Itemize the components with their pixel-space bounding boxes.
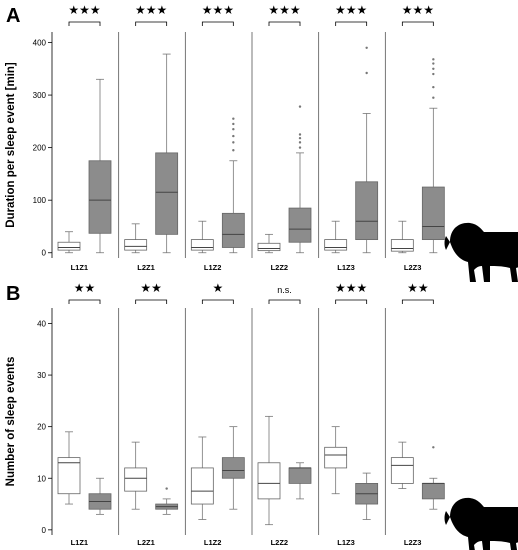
significance-bracket (335, 299, 368, 304)
significance-bracket (401, 21, 434, 26)
outlier-point (298, 146, 302, 149)
outlier-point (298, 105, 302, 108)
significance-bracket (335, 21, 368, 26)
significance-bracket (268, 21, 301, 26)
box-grey (421, 186, 445, 241)
significance-bracket (68, 21, 101, 26)
x-tick-label: L2Z2 (271, 263, 289, 272)
x-tick-label: L2Z3 (404, 538, 422, 547)
outlier-point (432, 85, 435, 89)
outlier-point (365, 71, 368, 75)
panel-a: A Duration per sleep event [min] 0 100 200 30… (5, 3, 445, 272)
y-axis-label: Duration per sleep event [min] (5, 62, 17, 228)
box-white (324, 446, 348, 469)
significance-marker: ★★ (407, 281, 429, 295)
outlier-point (232, 128, 235, 131)
box-white (190, 239, 214, 251)
x-tick-label: L1Z3 (337, 263, 355, 272)
significance-marker: ★★★ (135, 3, 167, 17)
outlier-point (432, 96, 435, 99)
box-grey (288, 467, 312, 484)
box-grey (288, 207, 312, 243)
box-white (124, 467, 148, 492)
significance-marker: ★★★ (268, 3, 300, 17)
box-grey (221, 457, 245, 479)
y-tick-label: 0 (42, 249, 47, 258)
x-tick-label: L1Z3 (337, 538, 355, 547)
y-tick-label: 30 (37, 371, 46, 380)
outlier-point (432, 67, 435, 70)
outlier-point (432, 72, 435, 76)
y-tick-label: 100 (33, 196, 47, 205)
y-tick-label: 200 (33, 144, 47, 153)
lion-icon-b (444, 497, 518, 550)
outlier-point (298, 141, 302, 144)
y-axis-label: Number of sleep events (5, 357, 17, 487)
x-tick-label: L2Z3 (404, 263, 422, 272)
significance-marker: ★★ (140, 281, 162, 295)
panel-label: A (6, 5, 20, 27)
outlier-point (298, 136, 302, 140)
y-tick-label: 20 (37, 423, 46, 432)
lion-icon (444, 222, 518, 282)
outlier-point (232, 141, 235, 144)
significance-bracket (201, 299, 234, 304)
x-tick-label: L1Z1 (71, 263, 89, 272)
outlier-point (165, 487, 168, 490)
x-tick-label: L2Z1 (137, 263, 155, 272)
significance-marker: ★★★ (68, 3, 100, 17)
significance-bracket (268, 299, 301, 304)
y-tick-label: 40 (37, 319, 46, 328)
box-white (390, 239, 414, 252)
box-white (124, 239, 148, 251)
x-tick-label: L2Z2 (271, 538, 289, 547)
significance-marker: ★ (212, 281, 223, 295)
box-white (257, 462, 281, 500)
y-tick-label: 300 (33, 91, 47, 100)
box-grey (355, 181, 379, 241)
box-white (324, 239, 348, 251)
x-tick-label: L1Z2 (204, 538, 222, 547)
significance-bracket (401, 299, 434, 304)
significance-bracket (135, 21, 168, 26)
outlier-point (232, 117, 235, 120)
significance-marker: ★★ (74, 281, 96, 295)
significance-marker: ★★★ (402, 3, 434, 17)
box-grey (155, 152, 179, 235)
outlier-point (432, 62, 435, 65)
panel-label: B (6, 283, 20, 305)
outlier-point (232, 149, 235, 152)
outlier-point (232, 122, 235, 126)
box-grey (421, 483, 445, 500)
box-grey (221, 212, 245, 248)
outlier-point (365, 46, 368, 49)
x-tick-label: L1Z2 (204, 263, 222, 272)
significance-bracket (68, 299, 101, 304)
box-white (57, 457, 81, 495)
x-tick-label: L2Z1 (137, 538, 155, 547)
significance-bracket (135, 299, 168, 304)
panel-b: B Number of sleep events 0 10 20 30 40 L1Z1 ★★ L2… (5, 281, 445, 547)
y-tick-label: 0 (42, 526, 47, 535)
x-tick-label: L1Z1 (71, 538, 89, 547)
outlier-point (432, 58, 435, 61)
y-tick-label: 10 (37, 474, 46, 483)
outlier-point (232, 134, 235, 138)
box-white (190, 467, 214, 505)
significance-bracket (201, 21, 234, 26)
outlier-point (432, 446, 435, 449)
box-grey (88, 160, 112, 234)
box-white (390, 457, 414, 484)
significance-marker: ★★★ (335, 281, 367, 295)
significance-marker: ★★★ (202, 3, 234, 17)
significance-marker: n.s. (277, 285, 292, 295)
y-tick-label: 400 (33, 39, 47, 48)
box-white (57, 241, 81, 251)
significance-marker: ★★★ (335, 3, 367, 17)
box-white (257, 242, 281, 252)
outlier-point (298, 133, 302, 136)
